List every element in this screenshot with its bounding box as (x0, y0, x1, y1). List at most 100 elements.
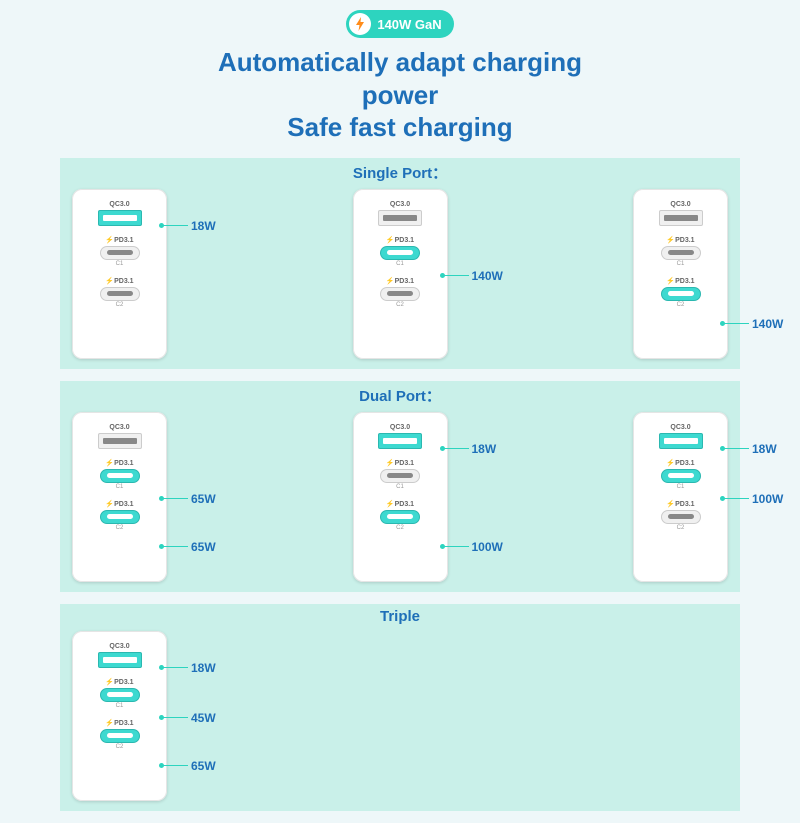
port-block-usb-a: QC3.0 (98, 424, 142, 449)
section-0: Single Port：QC3.0⚡PD3.1C1⚡PD3.1C218WQC3.… (60, 158, 740, 369)
port-label: ⚡PD3.1 (666, 500, 694, 508)
charger-wrap: QC3.0⚡PD3.1C1⚡PD3.1C218W100W (633, 412, 728, 582)
port-sublabel: C2 (116, 525, 124, 531)
callout-wattage: 18W (191, 661, 216, 675)
charger-body: QC3.0 ⚡PD3.1 C1 ⚡PD3.1C2 (633, 412, 728, 582)
callout-wattage: 65W (191, 540, 216, 554)
wattage-callout: 18W (162, 661, 216, 675)
usb-c1-port (661, 246, 701, 260)
callout-wattage: 100W (752, 492, 783, 506)
port-block-usb-c2: ⚡PD3.1 C2 (100, 277, 140, 308)
port-block-usb-a: QC3.0 (378, 201, 422, 226)
usb-c1-port (100, 246, 140, 260)
port-label: ⚡PD3.1 (386, 277, 414, 285)
charger-body: QC3.0 ⚡PD3.1 C1 ⚡PD3.1C2 (353, 412, 448, 582)
wattage-callout: 100W (443, 540, 503, 554)
port-block-usb-c1: ⚡PD3.1C1 (100, 678, 140, 709)
wattage-callout: 65W (162, 492, 216, 506)
port-label: ⚡PD3.1 (105, 719, 133, 727)
port-label: QC3.0 (670, 201, 690, 208)
charger-wrap: QC3.0⚡PD3.1C1⚡PD3.1C2140W (353, 189, 448, 359)
wattage-callout: 45W (162, 711, 216, 725)
port-sublabel: C1 (396, 261, 404, 267)
port-block-usb-c2: ⚡PD3.1C2 (100, 500, 140, 531)
section-1: Dual Port：QC3.0⚡PD3.1C1⚡PD3.1C265W65WQC3… (60, 381, 740, 592)
port-label: ⚡PD3.1 (105, 236, 133, 244)
port-sublabel: C1 (116, 484, 124, 490)
gan-badge: 140W GaN (346, 10, 453, 38)
usb-c1-port (661, 469, 701, 483)
sections-container: Single Port：QC3.0⚡PD3.1C1⚡PD3.1C218WQC3.… (60, 158, 740, 823)
callout-wattage: 140W (472, 269, 503, 283)
charger-wrap: QC3.0⚡PD3.1C1⚡PD3.1C218W100W (353, 412, 448, 582)
charger-wrap: QC3.0⚡PD3.1C1⚡PD3.1C218W45W65W (72, 631, 167, 801)
port-block-usb-c1: ⚡PD3.1 C1 (661, 236, 701, 267)
usb-c2-port (380, 287, 420, 301)
lightning-icon (349, 13, 371, 35)
section-title: Triple (72, 604, 728, 631)
port-block-usb-c1: ⚡PD3.1C1 (100, 236, 140, 267)
port-block-usb-a: QC3.0 (659, 424, 703, 449)
port-sublabel: C2 (116, 302, 124, 308)
callout-wattage: 18W (191, 219, 216, 233)
port-label: ⚡PD3.1 (386, 459, 414, 467)
main-title: Automatically adapt charging power Safe … (218, 46, 582, 144)
port-block-usb-a: QC3.0 (378, 424, 422, 449)
chargers-row: QC3.0⚡PD3.1C1⚡PD3.1C218WQC3.0⚡PD3.1C1⚡PD… (72, 189, 728, 359)
section-title: Single Port： (72, 158, 728, 189)
usb-a-port (378, 433, 422, 449)
wattage-callout: 140W (723, 317, 783, 331)
section-title: Dual Port： (72, 381, 728, 412)
port-label: QC3.0 (390, 424, 410, 431)
title-line-3: Safe fast charging (287, 112, 512, 142)
port-block-usb-c2: ⚡PD3.1C2 (380, 500, 420, 531)
port-label: QC3.0 (109, 643, 129, 650)
page: 140W GaN Automatically adapt charging po… (0, 0, 800, 800)
port-label: ⚡PD3.1 (666, 277, 694, 285)
port-label: QC3.0 (670, 424, 690, 431)
port-label: ⚡PD3.1 (105, 459, 133, 467)
port-block-usb-c2: ⚡PD3.1C2 (380, 277, 420, 308)
badge-text: 140W GaN (377, 17, 441, 32)
wattage-callout: 18W (443, 442, 497, 456)
usb-a-port (659, 433, 703, 449)
usb-c2-port (100, 287, 140, 301)
callout-wattage: 18W (752, 442, 777, 456)
usb-c2-port (100, 729, 140, 743)
port-block-usb-c1: ⚡PD3.1 C1 (380, 459, 420, 490)
wattage-callout: 18W (723, 442, 777, 456)
wattage-callout: 65W (162, 759, 216, 773)
port-label: QC3.0 (109, 424, 129, 431)
port-label: ⚡PD3.1 (666, 236, 694, 244)
port-block-usb-c2: ⚡PD3.1C2 (661, 277, 701, 308)
port-sublabel: C1 (677, 261, 685, 267)
port-block-usb-c1: ⚡PD3.1 C1 (380, 236, 420, 267)
charger-body: QC3.0 ⚡PD3.1 C1 ⚡PD3.1C2 (633, 189, 728, 359)
port-block-usb-a: QC3.0 (98, 201, 142, 226)
port-label: ⚡PD3.1 (386, 236, 414, 244)
port-block-usb-c1: ⚡PD3.1 C1 (661, 459, 701, 490)
title-line-1: Automatically adapt charging (218, 47, 582, 77)
usb-c1-port (380, 469, 420, 483)
port-label: ⚡PD3.1 (386, 500, 414, 508)
port-sublabel: C2 (116, 744, 124, 750)
port-label: ⚡PD3.1 (666, 459, 694, 467)
usb-a-port (659, 210, 703, 226)
port-block-usb-c2: ⚡PD3.1C2 (661, 500, 701, 531)
usb-c1-port (380, 246, 420, 260)
port-sublabel: C1 (677, 484, 685, 490)
charger-body: QC3.0 ⚡PD3.1 C1 ⚡PD3.1C2 (72, 412, 167, 582)
charger-body: QC3.0⚡PD3.1C1⚡PD3.1C2 (72, 189, 167, 359)
charger-wrap: QC3.0⚡PD3.1C1⚡PD3.1C218W (72, 189, 167, 359)
usb-a-port (98, 433, 142, 449)
port-block-usb-a: QC3.0 (659, 201, 703, 226)
port-sublabel: C1 (396, 484, 404, 490)
charger-body: QC3.0 ⚡PD3.1 C1 ⚡PD3.1C2 (353, 189, 448, 359)
port-block-usb-a: QC3.0 (98, 643, 142, 668)
wattage-callout: 100W (723, 492, 783, 506)
charger-wrap: QC3.0⚡PD3.1C1⚡PD3.1C265W65W (72, 412, 167, 582)
callout-wattage: 18W (472, 442, 497, 456)
callout-wattage: 100W (472, 540, 503, 554)
port-label: ⚡PD3.1 (105, 277, 133, 285)
usb-a-port (98, 652, 142, 668)
